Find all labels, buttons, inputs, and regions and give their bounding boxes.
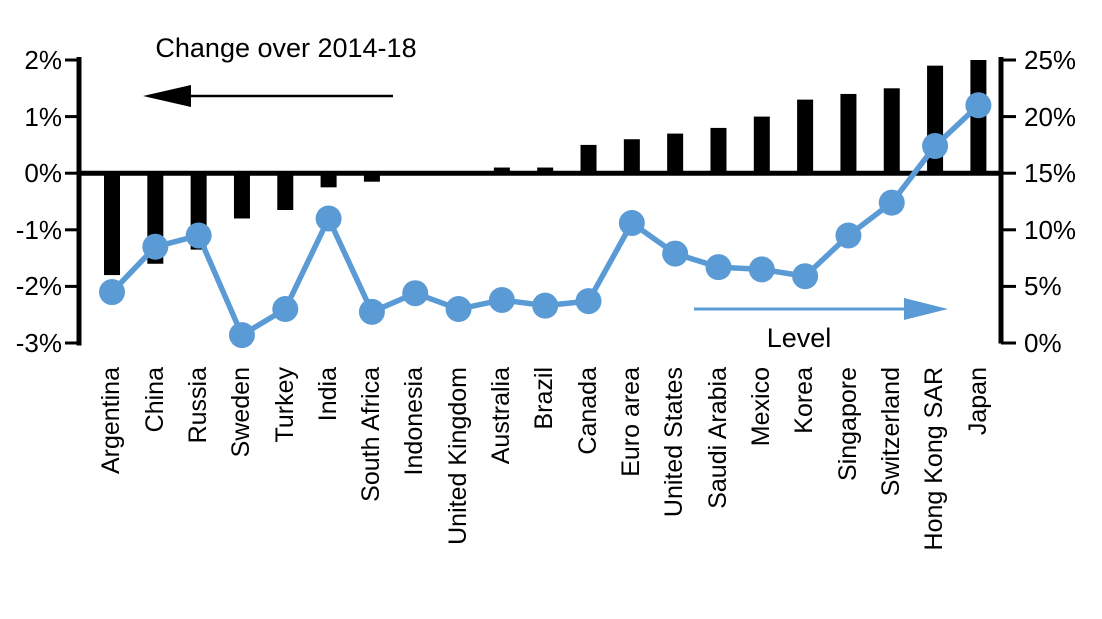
x-axis-label-text: Australia bbox=[487, 367, 516, 465]
x-axis-label-text: Russia bbox=[183, 367, 212, 444]
level-dot bbox=[445, 296, 472, 323]
x-axis-label: Sweden bbox=[220, 367, 264, 619]
bar bbox=[363, 173, 380, 182]
bar bbox=[883, 88, 900, 174]
x-axis-label-text: Switzerland bbox=[877, 367, 905, 497]
left-axis-tick-label: 1% bbox=[24, 102, 62, 132]
level-dot bbox=[705, 254, 732, 281]
level-dot bbox=[965, 92, 992, 119]
bar-series-annotation-label: Change over 2014-18 bbox=[155, 33, 417, 63]
x-axis-label-text: Turkey bbox=[270, 367, 299, 443]
level-dot bbox=[835, 222, 862, 249]
x-axis-label-text: Hong Kong SAR bbox=[920, 367, 949, 551]
bar bbox=[753, 116, 770, 174]
left-axis-tick-label: -2% bbox=[15, 271, 62, 301]
x-axis-label: Switzerland bbox=[870, 367, 914, 619]
x-axis-label-text: Argentina bbox=[97, 367, 126, 475]
x-axis-label: Argentina bbox=[90, 367, 134, 619]
x-axis-label-text: Saudi Arabia bbox=[703, 367, 732, 509]
level-dot bbox=[662, 240, 689, 267]
x-axis-label-text: Singapore bbox=[833, 367, 862, 481]
left-axis-tick-label: 2% bbox=[24, 45, 62, 75]
level-dot bbox=[878, 189, 905, 216]
x-axis-label-text: Indonesia bbox=[400, 367, 429, 476]
x-axis-label: Saudi Arabia bbox=[696, 367, 740, 619]
right-axis-tick-label: 20% bbox=[1024, 102, 1077, 132]
bar bbox=[797, 99, 814, 174]
bar bbox=[493, 167, 510, 174]
x-axis-label-text: Euro area bbox=[617, 367, 646, 477]
level-dot bbox=[142, 233, 169, 260]
x-axis-label-text: United Kingdom bbox=[443, 367, 472, 545]
level-arrow-head bbox=[904, 298, 948, 320]
x-axis-label-text: Sweden bbox=[227, 367, 256, 458]
x-axis-label: United States bbox=[653, 367, 697, 619]
x-axis-label: Euro area bbox=[610, 367, 654, 619]
x-axis-label: China bbox=[133, 367, 177, 619]
left-axis-tick-label: -1% bbox=[15, 215, 62, 245]
bar bbox=[233, 173, 250, 219]
right-axis-tick-label: 5% bbox=[1024, 271, 1062, 301]
level-dot bbox=[748, 256, 775, 283]
x-axis-label: Japan bbox=[956, 367, 1000, 619]
x-axis-label-text: China bbox=[140, 367, 169, 433]
level-dot bbox=[532, 292, 559, 319]
x-axis-label: Singapore bbox=[826, 367, 870, 619]
right-axis-tick-label: 10% bbox=[1024, 215, 1077, 245]
bar bbox=[580, 144, 597, 174]
level-dot bbox=[228, 322, 255, 349]
x-axis-label: Korea bbox=[783, 367, 827, 619]
bar bbox=[667, 133, 684, 174]
x-axis-label: Turkey bbox=[263, 367, 307, 619]
x-axis-label: Russia bbox=[177, 367, 221, 619]
x-axis-label-text: South Africa bbox=[357, 367, 386, 502]
x-axis-label: Canada bbox=[567, 367, 611, 619]
bar bbox=[840, 93, 857, 174]
x-axis-label-text: United States bbox=[660, 367, 689, 518]
change-arrow-head bbox=[143, 85, 191, 107]
level-dot bbox=[272, 296, 299, 323]
left-axis-tick-label: 0% bbox=[24, 158, 62, 188]
x-axis-label-text: Mexico bbox=[747, 367, 776, 447]
level-dot bbox=[575, 288, 602, 315]
x-axis-label: Australia bbox=[480, 367, 524, 619]
bar bbox=[320, 173, 337, 188]
x-axis-label: Brazil bbox=[523, 367, 567, 619]
left-axis-tick-label: -3% bbox=[15, 328, 62, 358]
line-series-annotation-label: Level bbox=[766, 323, 832, 353]
level-dot bbox=[618, 210, 645, 237]
x-axis-label-text: India bbox=[313, 367, 342, 422]
x-axis-label: Hong Kong SAR bbox=[913, 367, 957, 619]
x-axis-label: Indonesia bbox=[393, 367, 437, 619]
bar bbox=[710, 127, 727, 174]
x-axis-label: Mexico bbox=[740, 367, 784, 619]
level-dot bbox=[185, 222, 212, 249]
level-dot bbox=[402, 280, 429, 307]
x-axis-label-text: Brazil bbox=[530, 367, 559, 430]
bar bbox=[277, 173, 294, 210]
right-axis-tick-label: 15% bbox=[1024, 158, 1077, 188]
right-axis-tick-label: 25% bbox=[1024, 45, 1077, 75]
level-dot bbox=[922, 133, 949, 160]
x-axis-label-text: Canada bbox=[573, 367, 602, 455]
bar bbox=[623, 139, 640, 174]
right-axis-tick-label: 0% bbox=[1024, 328, 1062, 358]
x-axis-label: United Kingdom bbox=[437, 367, 481, 619]
level-dot bbox=[488, 286, 515, 313]
bar bbox=[104, 173, 120, 276]
x-axis-label-text: Korea bbox=[790, 367, 819, 434]
level-dot bbox=[99, 279, 125, 306]
level-dot bbox=[792, 263, 819, 290]
level-dot bbox=[358, 298, 385, 325]
level-dot bbox=[315, 205, 342, 232]
x-axis-label-text: Japan bbox=[963, 367, 992, 436]
bar bbox=[537, 167, 554, 174]
x-axis-label: India bbox=[307, 367, 351, 619]
x-axis-label: South Africa bbox=[350, 367, 394, 619]
